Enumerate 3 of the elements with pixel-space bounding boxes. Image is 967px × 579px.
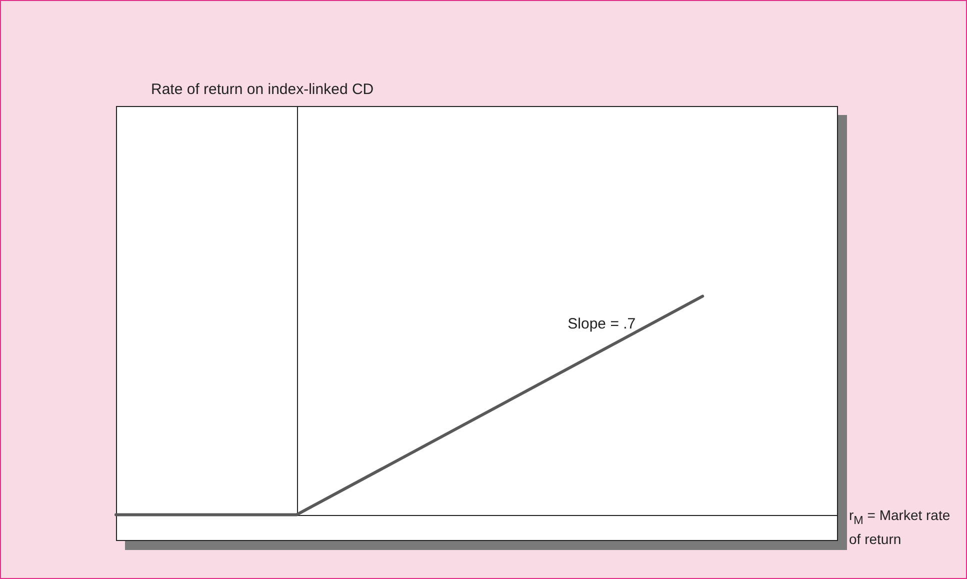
x-axis-title: r$_{M}$ = Market rate of return bbox=[849, 506, 952, 549]
text: Rate of return on index-linked CD bbox=[151, 81, 374, 98]
annotation: Slope = .7 bbox=[568, 315, 636, 332]
